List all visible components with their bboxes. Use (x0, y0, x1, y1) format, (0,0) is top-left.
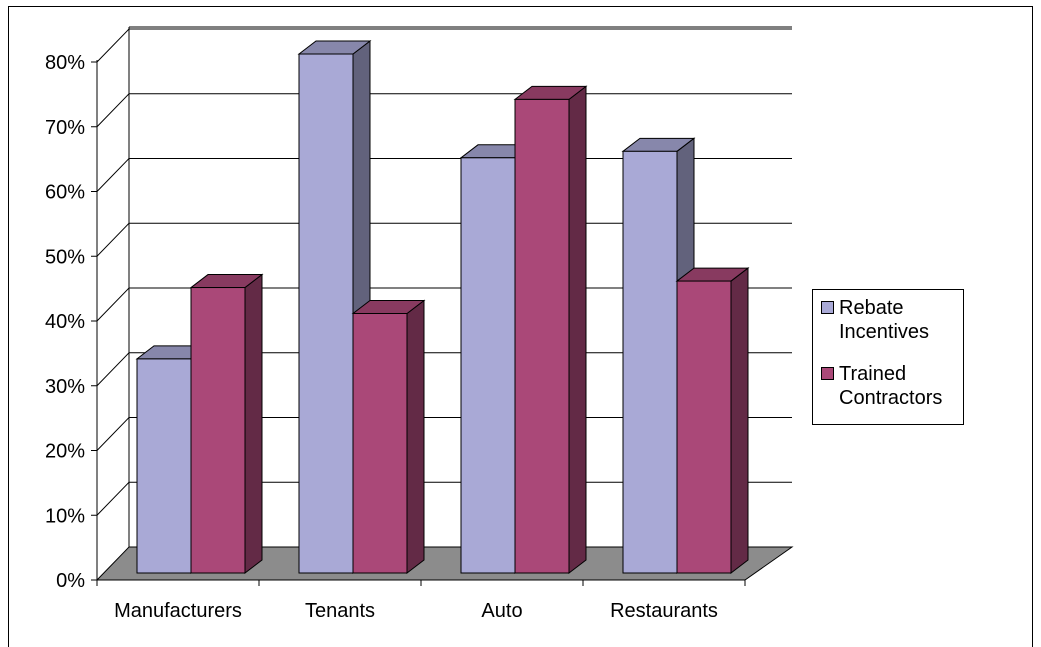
bar-front (136, 358, 192, 574)
axis-labels: 0% 10% 20% 30% 40% 50% 60% 70% 80% Manufacturers T… (45, 52, 718, 622)
y-tick-label: 80% (45, 52, 85, 74)
y-tick-label: 30% (45, 376, 85, 398)
axes (91, 27, 746, 586)
chart-frame (8, 6, 1033, 647)
bar-front (460, 157, 516, 574)
y-tick-label: 10% (45, 505, 85, 527)
legend-swatch-rebate-incentives (821, 301, 834, 314)
legend-swatch-trained-contractors (821, 367, 834, 380)
y-tick-label: 60% (45, 182, 85, 204)
gridline-depth (96, 417, 130, 451)
y-tick-label: 0% (56, 570, 85, 592)
y-tick-label: 40% (45, 311, 85, 333)
legend-label-rebate-incentives: Rebate Incentives (839, 297, 930, 343)
y-tick-label: 20% (45, 441, 85, 463)
x-tick-label-tenants: Tenants (305, 600, 375, 622)
gridline-depth (96, 222, 130, 257)
bar-side (568, 85, 587, 575)
y-tick-label: 70% (45, 117, 85, 139)
bar-trained-contractors-auto (513, 85, 588, 575)
bar-front (190, 287, 246, 574)
bar-trained-contractors-tenants (351, 299, 426, 575)
x-tick-label-auto: Auto (481, 600, 522, 622)
bar-front (676, 280, 732, 574)
bar-front (622, 150, 678, 574)
bar-side (244, 273, 263, 575)
x-tick-label-restaurants: Restaurants (610, 600, 718, 622)
bar-front (352, 313, 408, 574)
gridline-depth (96, 352, 130, 387)
gridline-depth (96, 93, 130, 128)
gridline-depth (96, 158, 130, 192)
legend-item-trained-contractors: Trained Contractors (821, 362, 969, 410)
bar-side (406, 299, 425, 575)
legend: Rebate Incentives Trained Contractors (812, 289, 964, 425)
gridline-depth (96, 28, 130, 63)
gridline-depth (96, 481, 130, 516)
bar-front (514, 98, 570, 574)
bars (135, 39, 750, 575)
legend-label-trained-contractors: Trained Contractors (839, 363, 943, 409)
bar-trained-contractors-restaurants (675, 267, 750, 575)
bar-side (730, 267, 749, 575)
x-tick-label-manufacturers: Manufacturers (114, 600, 242, 622)
bar-front (298, 53, 354, 574)
legend-item-rebate-incentives: Rebate Incentives (821, 296, 969, 344)
y-tick-label: 50% (45, 246, 85, 268)
bar-trained-contractors-manufacturers (189, 273, 264, 575)
gridline-depth (96, 287, 130, 322)
